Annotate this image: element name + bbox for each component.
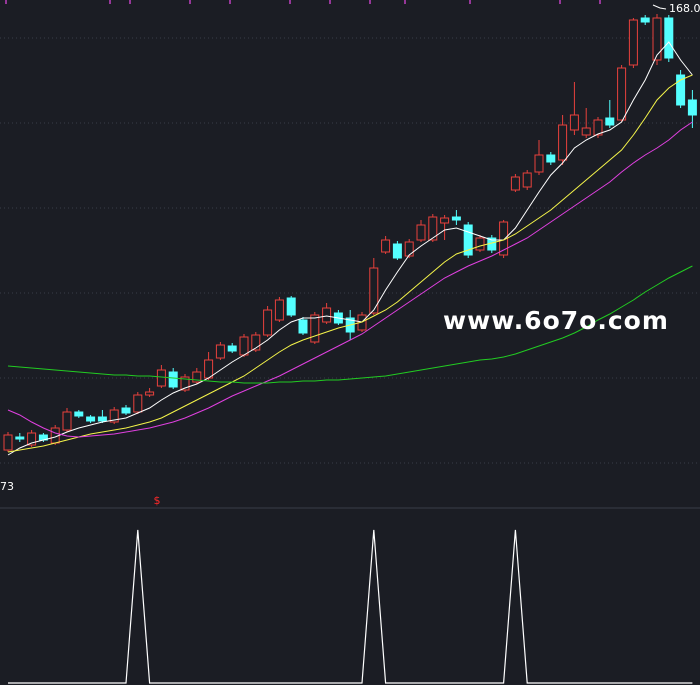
candle-body	[593, 119, 603, 136]
candle-body	[27, 432, 37, 446]
candle-body	[416, 224, 426, 241]
candle-body	[440, 217, 450, 224]
candle-body	[298, 319, 308, 334]
candle-body	[581, 127, 591, 136]
candle-body	[510, 176, 520, 191]
candle-body	[3, 434, 13, 451]
candle-body	[664, 17, 674, 59]
candle-body	[381, 239, 391, 253]
candle-body	[263, 309, 273, 336]
candle-body	[145, 391, 155, 396]
candle-body	[428, 216, 438, 241]
candle-body	[605, 117, 615, 126]
marks	[3, 14, 697, 684]
candle-body	[322, 307, 332, 323]
candle-body	[156, 369, 166, 387]
moving-average	[7, 121, 693, 438]
candle-body	[392, 243, 402, 259]
moving-average	[7, 265, 693, 384]
candle-body	[687, 99, 697, 116]
candle-body	[676, 74, 686, 106]
candle-body	[180, 376, 190, 391]
candle-body	[15, 436, 25, 440]
indicator-line	[8, 529, 693, 684]
candle-body	[251, 334, 261, 351]
candle-body	[522, 172, 532, 188]
candle-body	[192, 371, 202, 383]
candle-body	[652, 17, 662, 61]
candle-body	[569, 114, 579, 131]
candle-body	[310, 314, 320, 343]
candle-body	[204, 359, 214, 379]
candle-body	[121, 407, 131, 414]
candle-body	[451, 216, 461, 221]
low-label: 73	[0, 480, 14, 493]
candle-body	[86, 416, 96, 422]
grid	[0, 37, 700, 464]
high-label: 168.0	[669, 2, 700, 15]
candle-body	[74, 411, 84, 417]
candle-body	[97, 416, 107, 422]
moving-average	[7, 41, 693, 456]
candle-body	[227, 345, 237, 352]
candle-body	[534, 154, 544, 173]
candle-body	[369, 267, 379, 314]
candle-body	[274, 299, 284, 321]
high-pointer	[652, 4, 667, 10]
candle-body	[239, 336, 249, 356]
candle-body	[168, 371, 178, 388]
candle-body	[62, 411, 72, 431]
candle-body	[286, 297, 296, 316]
candle-body	[558, 124, 568, 161]
moving-average	[7, 74, 693, 453]
watermark: www.6o7o.com	[443, 306, 669, 335]
candle-body	[109, 409, 119, 423]
candle-body	[404, 241, 414, 257]
candle-body	[475, 237, 485, 251]
candle-body	[463, 224, 473, 256]
candle-body	[215, 344, 225, 359]
top-markers	[5, 0, 601, 4]
candle-body	[628, 19, 638, 66]
candle-body	[546, 154, 556, 163]
signal-marker: $	[154, 494, 161, 507]
candle-body	[640, 17, 650, 23]
candle-body	[617, 67, 627, 121]
candle-body	[133, 394, 143, 413]
